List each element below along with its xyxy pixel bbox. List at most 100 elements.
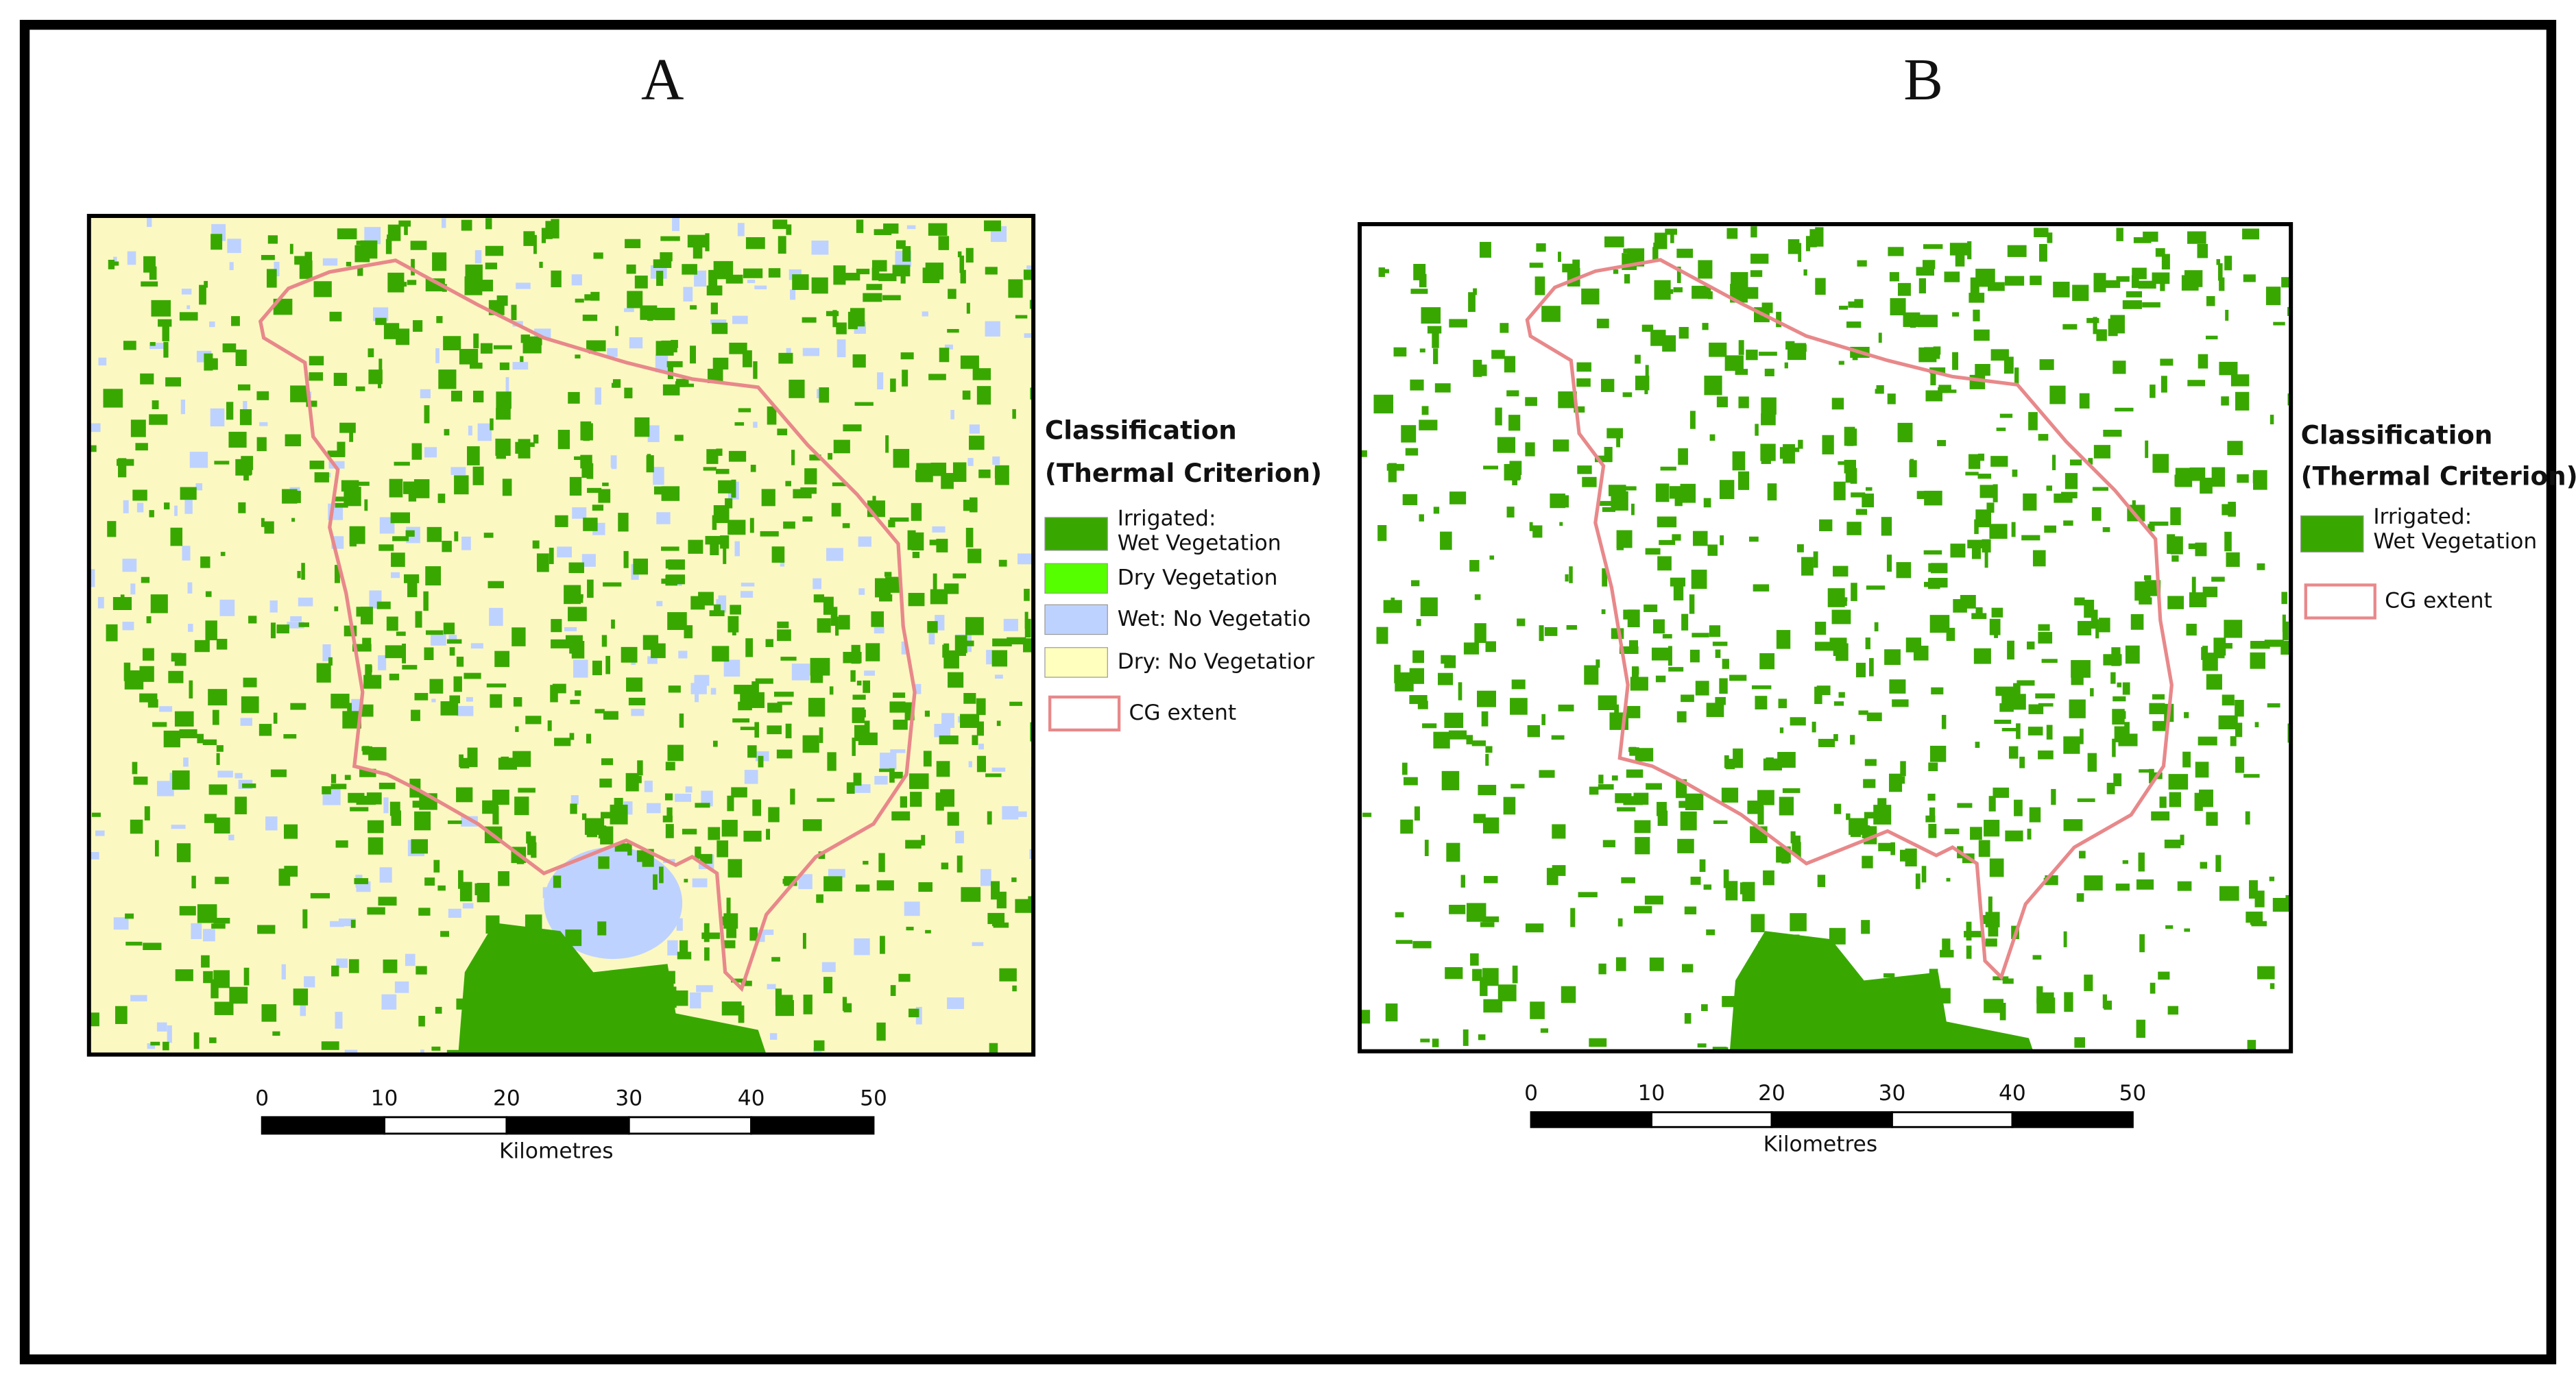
water-patch bbox=[667, 940, 678, 956]
vegetation-patch bbox=[1846, 813, 1851, 820]
vegetation-patch bbox=[960, 714, 980, 728]
water-patch bbox=[184, 497, 193, 514]
vegetation-patch bbox=[231, 316, 240, 326]
vegetation-patch bbox=[2159, 796, 2167, 808]
vegetation-patch bbox=[1530, 1001, 1545, 1019]
vegetation-patch bbox=[1385, 1003, 1398, 1022]
vegetation-patch bbox=[1419, 419, 1438, 430]
vegetation-patch bbox=[802, 819, 822, 831]
vegetation-patch bbox=[1508, 415, 1521, 431]
vegetation-patch bbox=[732, 619, 736, 635]
vegetation-patch bbox=[2053, 282, 2070, 297]
vegetation-patch bbox=[412, 801, 425, 808]
vegetation-patch bbox=[2001, 728, 2018, 731]
vegetation-patch bbox=[1653, 619, 1665, 634]
vegetation-patch bbox=[257, 925, 276, 934]
vegetation-patch bbox=[539, 261, 543, 268]
water-patch bbox=[571, 274, 582, 286]
water-patch bbox=[928, 632, 935, 645]
vegetation-patch bbox=[889, 517, 909, 522]
vegetation-patch bbox=[1491, 350, 1505, 359]
vegetation-patch bbox=[625, 773, 639, 792]
vegetation-patch bbox=[1668, 646, 1672, 666]
vegetation-patch bbox=[2091, 609, 2098, 629]
water-patch bbox=[644, 780, 653, 792]
vegetation-patch bbox=[431, 1046, 441, 1051]
vegetation-patch bbox=[1652, 247, 1659, 263]
water-patch bbox=[156, 781, 174, 796]
vegetation-patch bbox=[426, 526, 442, 542]
vegetation-patch bbox=[599, 778, 612, 788]
vegetation-patch bbox=[1815, 622, 1827, 635]
water-patch bbox=[656, 512, 671, 524]
vegetation-patch bbox=[473, 333, 479, 349]
vegetation-patch bbox=[843, 652, 862, 664]
vegetation-patch bbox=[924, 710, 930, 717]
vegetation-patch bbox=[1689, 649, 1700, 663]
vegetation-patch bbox=[1784, 362, 1788, 369]
vegetation-patch bbox=[494, 650, 510, 668]
vegetation-patch bbox=[1480, 922, 1495, 927]
vegetation-patch bbox=[1631, 666, 1639, 678]
vegetation-patch bbox=[364, 499, 368, 511]
water-patch bbox=[901, 641, 907, 655]
water-patch bbox=[629, 337, 643, 349]
water-patch bbox=[287, 622, 304, 629]
vegetation-patch bbox=[403, 574, 420, 583]
vegetation-patch bbox=[2254, 722, 2259, 728]
vegetation-patch bbox=[402, 643, 407, 664]
vegetation-patch bbox=[2112, 738, 2116, 757]
vegetation-patch bbox=[1525, 397, 1537, 406]
vegetation-patch bbox=[1509, 461, 1522, 475]
scale-tick-label: 20 bbox=[1758, 1081, 1785, 1106]
vegetation-patch bbox=[1846, 321, 1862, 328]
vegetation-patch bbox=[2227, 441, 2243, 455]
vegetation-patch bbox=[313, 281, 332, 297]
vegetation-patch bbox=[454, 475, 469, 495]
vegetation-patch bbox=[575, 298, 584, 303]
vegetation-patch bbox=[425, 278, 445, 292]
vegetation-patch bbox=[800, 487, 817, 494]
vegetation-patch bbox=[235, 350, 247, 367]
vegetation-patch bbox=[1541, 714, 1545, 725]
vegetation-patch bbox=[727, 520, 746, 535]
vegetation-patch bbox=[2069, 459, 2082, 466]
vegetation-patch bbox=[294, 256, 306, 265]
vegetation-patch bbox=[594, 709, 605, 714]
vegetation-patch bbox=[921, 835, 926, 846]
vegetation-patch bbox=[712, 322, 728, 334]
vegetation-patch bbox=[1975, 364, 1990, 376]
vegetation-patch bbox=[515, 726, 519, 732]
vegetation-patch bbox=[1975, 509, 1992, 528]
vegetation-patch bbox=[1616, 530, 1633, 548]
vegetation-patch bbox=[2257, 966, 2275, 980]
water-patch bbox=[1026, 265, 1034, 269]
vegetation-patch bbox=[1978, 840, 1990, 857]
vegetation-patch bbox=[496, 391, 511, 409]
vegetation-patch bbox=[266, 269, 277, 288]
vegetation-patch bbox=[911, 532, 924, 551]
vegetation-patch bbox=[1469, 559, 1480, 572]
vegetation-patch bbox=[1973, 329, 1990, 341]
vegetation-patch bbox=[532, 540, 540, 549]
vegetation-patch bbox=[802, 933, 806, 949]
vegetation-patch bbox=[1012, 985, 1017, 992]
vegetation-patch bbox=[1400, 819, 1413, 834]
vegetation-patch bbox=[482, 800, 498, 814]
water-patch bbox=[228, 834, 234, 840]
vegetation-patch bbox=[605, 655, 611, 674]
vegetation-patch bbox=[778, 352, 793, 364]
water-patch bbox=[424, 447, 437, 458]
vegetation-patch bbox=[740, 727, 756, 731]
water-patch bbox=[265, 816, 278, 831]
vegetation-patch bbox=[329, 311, 342, 321]
vegetation-patch bbox=[226, 402, 234, 420]
vegetation-patch bbox=[843, 424, 862, 432]
vegetation-patch bbox=[1662, 634, 1672, 639]
vegetation-patch bbox=[2144, 575, 2152, 581]
vegetation-patch bbox=[1412, 940, 1432, 949]
water-patch bbox=[391, 572, 400, 579]
vegetation-patch bbox=[1584, 665, 1599, 685]
vegetation-patch bbox=[1650, 330, 1666, 346]
map-frame bbox=[86, 214, 1036, 1057]
